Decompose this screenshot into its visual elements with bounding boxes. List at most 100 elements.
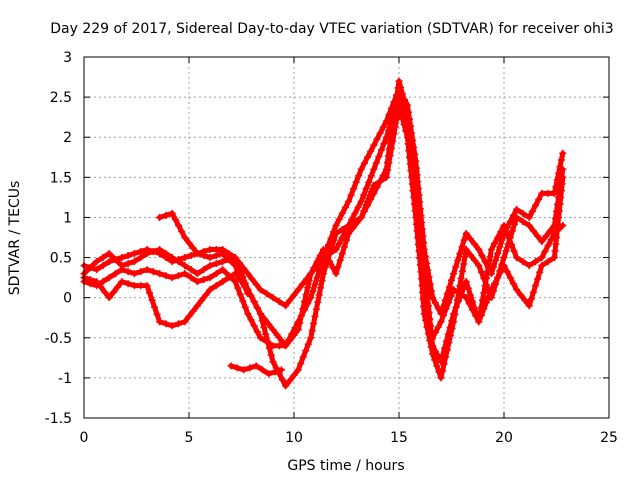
x-tick-label: 5 — [185, 430, 194, 446]
data-point — [130, 270, 138, 278]
data-point — [370, 165, 378, 173]
data-point — [442, 305, 450, 313]
data-point — [146, 289, 154, 297]
data-point — [461, 253, 469, 261]
data-point — [151, 303, 159, 311]
data-point — [93, 258, 101, 266]
data-point — [490, 263, 497, 271]
data-point — [538, 262, 546, 270]
data-point — [338, 209, 346, 217]
data-point — [462, 278, 470, 286]
data-point — [477, 268, 485, 276]
data-point — [554, 220, 562, 228]
data-point — [370, 141, 378, 149]
data-point — [231, 254, 239, 262]
data-point — [395, 93, 403, 101]
data-point — [431, 299, 439, 307]
data-point — [492, 256, 500, 264]
data-point — [559, 149, 567, 157]
data-point — [294, 366, 302, 374]
data-point — [557, 187, 565, 195]
data-point — [345, 197, 353, 205]
data-point — [238, 276, 245, 284]
data-point — [527, 295, 535, 303]
data-point — [231, 262, 239, 270]
data-point — [411, 166, 419, 174]
data-point — [414, 200, 422, 208]
data-point — [376, 177, 384, 185]
series-track-2 — [80, 77, 567, 382]
data-point — [326, 250, 334, 258]
data-point — [391, 106, 399, 114]
data-point — [397, 100, 405, 108]
data-point — [541, 248, 549, 256]
data-point — [124, 252, 132, 260]
data-point — [241, 303, 249, 311]
data-point — [286, 296, 294, 304]
data-point — [206, 262, 214, 270]
data-point — [345, 221, 353, 229]
data-point — [219, 250, 227, 258]
data-point — [302, 347, 310, 355]
data-point — [538, 254, 546, 262]
data-point — [555, 207, 563, 215]
data-point — [379, 123, 387, 131]
data-point — [97, 283, 105, 291]
data-point — [494, 234, 502, 241]
y-tick-label: 2 — [63, 130, 72, 146]
data-point — [372, 159, 380, 167]
data-point — [497, 268, 505, 276]
data-point — [212, 270, 220, 278]
data-point — [294, 326, 302, 334]
data-point — [124, 260, 132, 268]
data-point — [427, 322, 434, 330]
data-point — [311, 312, 319, 320]
data-point — [250, 322, 258, 330]
data-point — [130, 258, 138, 266]
data-point — [482, 298, 490, 306]
data-point — [118, 278, 126, 286]
data-point — [460, 236, 468, 244]
data-point — [187, 266, 195, 274]
data-point — [559, 221, 567, 229]
data-point — [425, 308, 433, 316]
data-point — [433, 362, 441, 370]
data-point — [528, 207, 536, 215]
data-point — [442, 337, 450, 345]
y-tick-label: 2.5 — [50, 90, 72, 106]
data-point — [446, 323, 454, 331]
data-point — [397, 83, 405, 91]
data-point — [277, 366, 285, 374]
data-point — [418, 234, 426, 242]
data-point — [275, 342, 283, 350]
x-tick-label: 20 — [495, 430, 513, 446]
data-point — [313, 274, 321, 282]
data-point — [302, 291, 310, 299]
data-point — [466, 291, 474, 299]
data-point — [86, 276, 94, 284]
data-point — [441, 344, 449, 352]
data-point — [332, 229, 340, 237]
data-point — [370, 181, 378, 189]
data-point — [93, 266, 101, 274]
data-point — [506, 274, 514, 282]
data-point — [448, 276, 455, 284]
data-point — [519, 258, 527, 266]
data-point — [466, 251, 474, 259]
data-point — [282, 302, 290, 310]
data-point — [437, 358, 445, 366]
data-point — [278, 376, 286, 384]
data-point — [178, 227, 186, 235]
data-point — [312, 305, 320, 313]
data-point — [375, 152, 383, 160]
data-point — [418, 241, 426, 249]
data-point — [357, 197, 365, 205]
data-point — [175, 320, 182, 328]
data-point — [332, 270, 340, 278]
data-point — [500, 221, 508, 229]
data-point — [340, 243, 348, 251]
y-tick-label: -1.5 — [45, 411, 72, 427]
data-point — [398, 106, 406, 114]
data-point — [290, 291, 298, 299]
data-point — [464, 284, 472, 292]
